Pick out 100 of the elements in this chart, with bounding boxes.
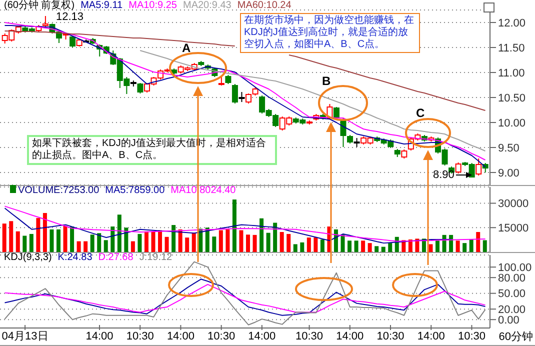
x-tick-label: 14:00 (86, 330, 114, 342)
candlestick (218, 75, 224, 86)
bar (42, 213, 47, 252)
x-tick-label: 10:30 (458, 330, 486, 342)
bar (280, 232, 284, 252)
x-tick-label: 04月13日 (2, 330, 48, 342)
bar (226, 229, 230, 252)
line-series (4, 284, 486, 313)
bar (348, 240, 352, 252)
x-tick-label: 14:00 (417, 330, 445, 342)
bar (442, 234, 446, 252)
bar (56, 229, 60, 252)
x-tick-label: 10:30 (376, 330, 404, 342)
y-tick-label: 10.00 (498, 117, 526, 130)
text: MA60:10.24 (237, 0, 292, 11)
bar (374, 246, 379, 252)
text: MA5:9.11 (80, 0, 123, 11)
y-tick-label: 80.00 (498, 272, 526, 284)
y-tick-label: 11.00 (498, 67, 525, 80)
x-tick-label: 10:30 (208, 330, 236, 342)
bar (16, 231, 20, 252)
text: MA5:7859.00 (105, 185, 165, 196)
bar (469, 239, 474, 252)
bar (449, 234, 454, 252)
series-label: J:19.12 (139, 252, 172, 263)
annotation: 8.90 (433, 169, 454, 181)
bar (408, 239, 412, 252)
x-tick-label: 10:30 (126, 330, 154, 342)
y-tick-label: 11.50 (498, 42, 525, 54)
line-series (4, 278, 486, 316)
y-tick-label: 9.00 (498, 167, 520, 180)
line-series (4, 208, 452, 244)
bar (110, 226, 115, 252)
y-tick-label: 9.50 (498, 142, 520, 154)
text: MA20:9.43 (183, 0, 232, 11)
bar (144, 231, 148, 252)
bar (205, 228, 210, 252)
bar (76, 241, 81, 252)
bar (266, 232, 270, 252)
line-series (4, 261, 486, 326)
bar (388, 243, 392, 252)
text: D:27.68 (98, 252, 134, 263)
bar (300, 242, 304, 252)
bar (246, 234, 250, 252)
bar (340, 234, 345, 252)
bar (104, 240, 108, 252)
annotation: 12.13 (56, 11, 84, 23)
bar (117, 214, 122, 252)
bar (22, 236, 27, 252)
bar (138, 234, 142, 252)
bar (252, 234, 257, 252)
bar (286, 234, 291, 252)
bar (130, 241, 135, 252)
x-axis-title: 60分钟 (498, 330, 533, 344)
candlestick (476, 158, 482, 176)
text: MA10:9.25 (128, 0, 177, 11)
bar (476, 232, 480, 252)
bar (273, 222, 278, 252)
bar (260, 218, 264, 252)
bar (50, 229, 54, 252)
candlestick (137, 82, 144, 94)
bar (2, 224, 6, 252)
y-tick-label: 0.00 (498, 314, 520, 326)
bar (192, 233, 196, 252)
bar (212, 236, 216, 252)
x-tick-label: 14:00 (336, 330, 364, 342)
chart-title: (60分钟 前复权) (4, 0, 75, 11)
bar (368, 243, 372, 252)
bar (63, 226, 68, 252)
x-tick-label: 10:30 (296, 330, 324, 342)
bar (124, 228, 128, 252)
bar (361, 240, 366, 252)
bar (462, 243, 467, 252)
bar (232, 200, 236, 252)
bar (9, 221, 14, 252)
bar (320, 239, 324, 252)
bar (90, 234, 94, 252)
annotation: C (416, 106, 425, 120)
y-tick-label: 15000 (498, 222, 529, 235)
bar (172, 225, 176, 252)
legend-label: VOLUME:7253.00 (17, 185, 100, 196)
bar (185, 238, 190, 252)
bar (381, 246, 386, 252)
candlestick (455, 162, 462, 174)
bar (84, 241, 88, 252)
bar (456, 240, 460, 252)
bar (36, 218, 40, 252)
bar (354, 240, 358, 252)
bar (218, 230, 223, 252)
annotation: B (322, 74, 331, 88)
bar (306, 238, 311, 252)
bar (29, 234, 34, 252)
y-tick-label: 30000 (498, 198, 529, 210)
x-tick-label: 14:00 (166, 330, 194, 342)
bar (482, 240, 487, 252)
y-tick-label: 50.00 (498, 288, 526, 300)
bar (314, 238, 318, 252)
bar (436, 240, 440, 252)
candlestick (42, 16, 48, 28)
bar (70, 226, 74, 252)
